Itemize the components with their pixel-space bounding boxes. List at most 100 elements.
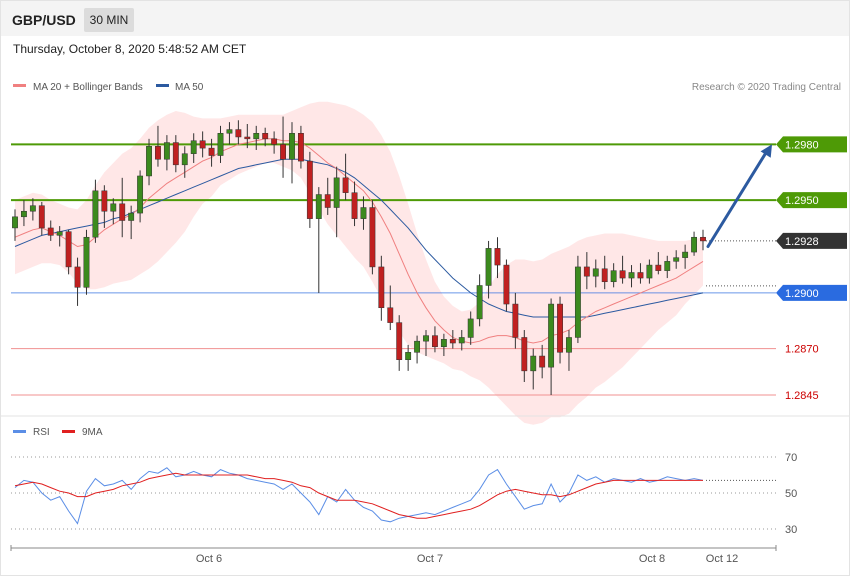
ma50-legend-swatch (156, 84, 169, 87)
candle-body (449, 339, 456, 344)
candle-body (548, 303, 555, 368)
candle-body (21, 210, 27, 218)
candle-body (503, 264, 510, 305)
rsi-panel: 70 50 30 (11, 452, 797, 536)
rsi-tick-label: 30 (785, 524, 797, 536)
level-tag (776, 192, 847, 209)
candle-body (530, 355, 537, 372)
level-tag (776, 232, 847, 249)
candle-body (146, 146, 152, 177)
candle-body (610, 270, 617, 283)
candles (12, 116, 706, 396)
header-bar: GBP/USD 30 MIN (1, 1, 849, 36)
candle-body (485, 248, 492, 286)
rsi-line (14, 467, 704, 525)
candle-body (467, 318, 474, 338)
candle-body (315, 194, 322, 219)
candle-body (655, 264, 662, 271)
timeframe-button[interactable]: 30 MIN (84, 8, 134, 32)
x-tick-label: Oct 6 (196, 553, 222, 565)
candle-body (458, 337, 465, 344)
candle-body (12, 216, 18, 229)
candle-body (190, 140, 197, 154)
forecast-arrow-shaft (706, 147, 770, 249)
level-tag-label: 1.2900 (785, 288, 819, 300)
candle-body (423, 335, 429, 342)
candle-body (65, 231, 72, 268)
candle-body (324, 194, 331, 208)
bollinger-band-area (15, 101, 703, 425)
candle-body (253, 133, 260, 140)
candle-body (289, 133, 295, 160)
candle-body (360, 207, 367, 219)
candle-body (74, 266, 81, 288)
candle-body (208, 147, 215, 156)
support-label: 1.2845 (785, 390, 819, 402)
candle-body (557, 303, 563, 353)
forecast-arrow (706, 144, 772, 249)
candle-body (512, 303, 519, 338)
candle-body (396, 322, 403, 360)
candle-body (29, 205, 36, 212)
candle-body (217, 133, 224, 156)
candle-body (369, 207, 376, 268)
candle-body (691, 236, 697, 253)
candle-body (83, 236, 90, 288)
candle-body (628, 272, 635, 279)
candle-body (351, 192, 358, 219)
candle-body (38, 205, 45, 229)
chart-datetime: Thursday, October 8, 2020 5:48:52 AM CET (13, 42, 247, 56)
candle-body (101, 190, 108, 212)
candle-body (440, 339, 447, 347)
candle-body (199, 140, 206, 149)
x-tick-label: Oct 7 (417, 553, 443, 565)
forecast-arrow-head (760, 144, 772, 158)
candle-body (333, 177, 340, 208)
candle-body (592, 268, 599, 277)
candle-body (110, 203, 117, 212)
rsi-tick-label: 70 (785, 452, 797, 464)
level-labels: 1.2980 1.2950 1.2928 1.2900 1.2870 1.2845 (776, 136, 847, 402)
level-tag (776, 284, 847, 301)
candle-body (432, 335, 438, 347)
candle-body (163, 142, 170, 160)
candle-body (566, 337, 572, 353)
rsi-tick-label: 50 (785, 488, 797, 500)
candle-body (619, 270, 626, 279)
bollinger-bands (15, 101, 703, 425)
candle-body (47, 227, 54, 236)
candle-body (342, 177, 349, 193)
candle-body (494, 248, 501, 266)
candle-body (226, 129, 233, 134)
candle-body (539, 355, 546, 368)
candle-body (128, 212, 135, 221)
candle-body (262, 133, 269, 140)
candle-body (673, 257, 680, 262)
rsi-ma-line (14, 472, 703, 519)
candle-body (405, 352, 412, 360)
rsi-legend-swatch (13, 430, 26, 433)
candle-body (637, 272, 644, 279)
level-tag-label: 1.2980 (785, 139, 819, 151)
x-tick-label: Oct 8 (639, 553, 665, 565)
candle-body (583, 266, 590, 277)
support-label: 1.2870 (785, 344, 819, 356)
candle-body (700, 236, 706, 242)
ma20-legend-swatch (13, 84, 26, 87)
candle-body (414, 340, 421, 353)
rsi-ma-legend-label: 9MA (82, 427, 103, 438)
candle-body (271, 138, 278, 145)
candle-body (306, 160, 313, 219)
candle-body (235, 129, 242, 138)
candle-body (92, 190, 99, 238)
credit-text: Research © 2020 Trading Central (692, 82, 841, 93)
candle-body (56, 231, 63, 236)
level-tag-label: 1.2928 (785, 236, 819, 248)
level-tag (776, 136, 847, 153)
candle-body (172, 142, 179, 166)
pair-title: GBP/USD (12, 12, 76, 28)
candle-body (137, 175, 144, 214)
candle-body (244, 136, 251, 140)
candle-body (280, 144, 286, 160)
